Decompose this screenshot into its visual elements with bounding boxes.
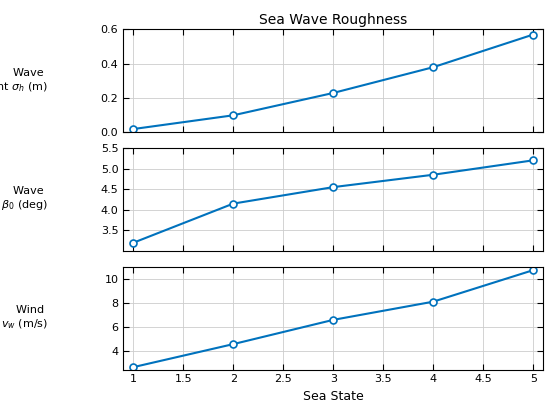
X-axis label: Sea State: Sea State bbox=[303, 390, 363, 403]
Y-axis label: Wave 
Height $\sigma_h$ (m): Wave Height $\sigma_h$ (m) bbox=[0, 68, 48, 94]
Y-axis label: Wave 
Slope $\beta_0$ (deg): Wave Slope $\beta_0$ (deg) bbox=[0, 186, 48, 213]
Y-axis label: Wind 
Velocity $v_w$ (m/s): Wind Velocity $v_w$ (m/s) bbox=[0, 305, 48, 331]
Title: Sea Wave Roughness: Sea Wave Roughness bbox=[259, 13, 407, 27]
